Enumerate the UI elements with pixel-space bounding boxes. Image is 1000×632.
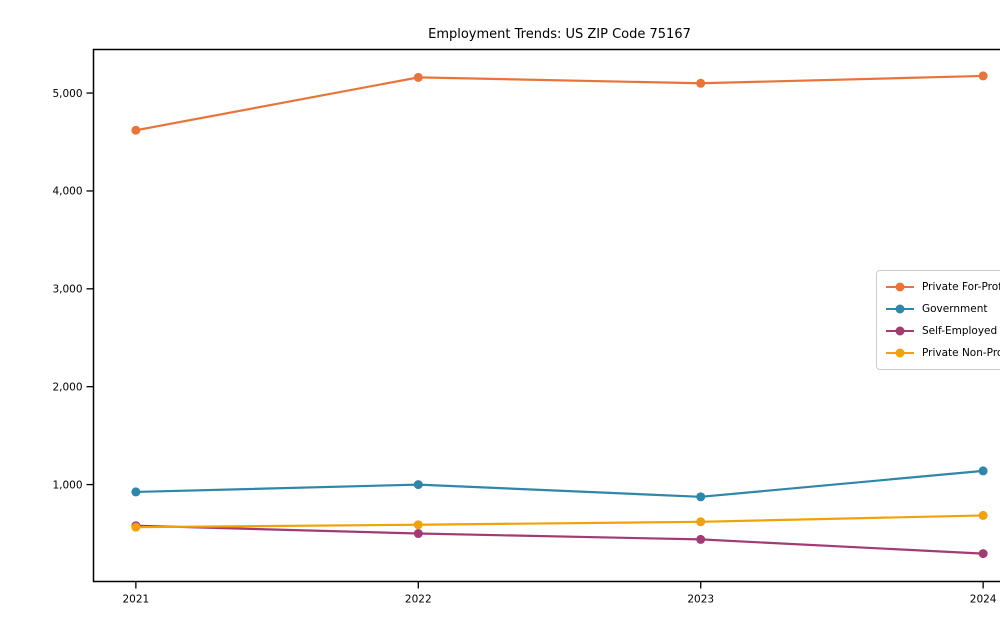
data-point-marker: [696, 492, 705, 501]
legend-marker-icon: [885, 346, 915, 360]
legend-label: Private For-Profit: [922, 281, 1000, 293]
series-line-government: [136, 471, 983, 497]
legend-item: Private For-Profit: [885, 278, 1000, 296]
data-point-marker: [696, 517, 705, 526]
data-point-marker: [979, 71, 988, 80]
legend: Private For-Profit Government Self-Employe…: [876, 270, 1000, 370]
legend-item: Private Non-Profit: [885, 344, 1000, 362]
employment-trends-line-chart: Employment Trends: US ZIP Code 75167 1,0…: [40, 16, 1000, 616]
legend-marker-icon: [885, 302, 915, 316]
legend-item: Government: [885, 300, 1000, 318]
data-point-marker: [696, 79, 705, 88]
data-point-marker: [414, 480, 423, 489]
data-point-marker: [979, 549, 988, 558]
legend-label: Self-Employed: [922, 325, 997, 337]
legend-marker-icon: [885, 324, 915, 338]
data-point-marker: [131, 487, 140, 496]
legend-item: Self-Employed: [885, 322, 1000, 340]
data-point-marker: [414, 529, 423, 538]
y-axis-tick-label: 1,000: [52, 479, 82, 491]
series-line-private-non-profit: [136, 515, 983, 527]
series-line-private-for-profit: [136, 76, 983, 130]
y-axis-tick-label: 4,000: [52, 186, 82, 198]
chart-frame: [94, 50, 1000, 582]
series-line-self-employed: [136, 526, 983, 554]
legend-label: Private Non-Profit: [922, 347, 1000, 359]
data-point-marker: [979, 511, 988, 520]
data-point-marker: [131, 126, 140, 135]
y-axis-tick-label: 5,000: [52, 88, 82, 100]
data-point-marker: [696, 535, 705, 544]
data-point-marker: [414, 520, 423, 529]
legend-marker-icon: [885, 280, 915, 294]
data-point-marker: [979, 466, 988, 475]
legend-label: Government: [922, 303, 987, 315]
y-axis-tick-label: 2,000: [52, 382, 82, 394]
data-point-marker: [414, 73, 423, 82]
data-point-marker: [131, 523, 140, 532]
y-axis-tick-label: 3,000: [52, 284, 82, 296]
